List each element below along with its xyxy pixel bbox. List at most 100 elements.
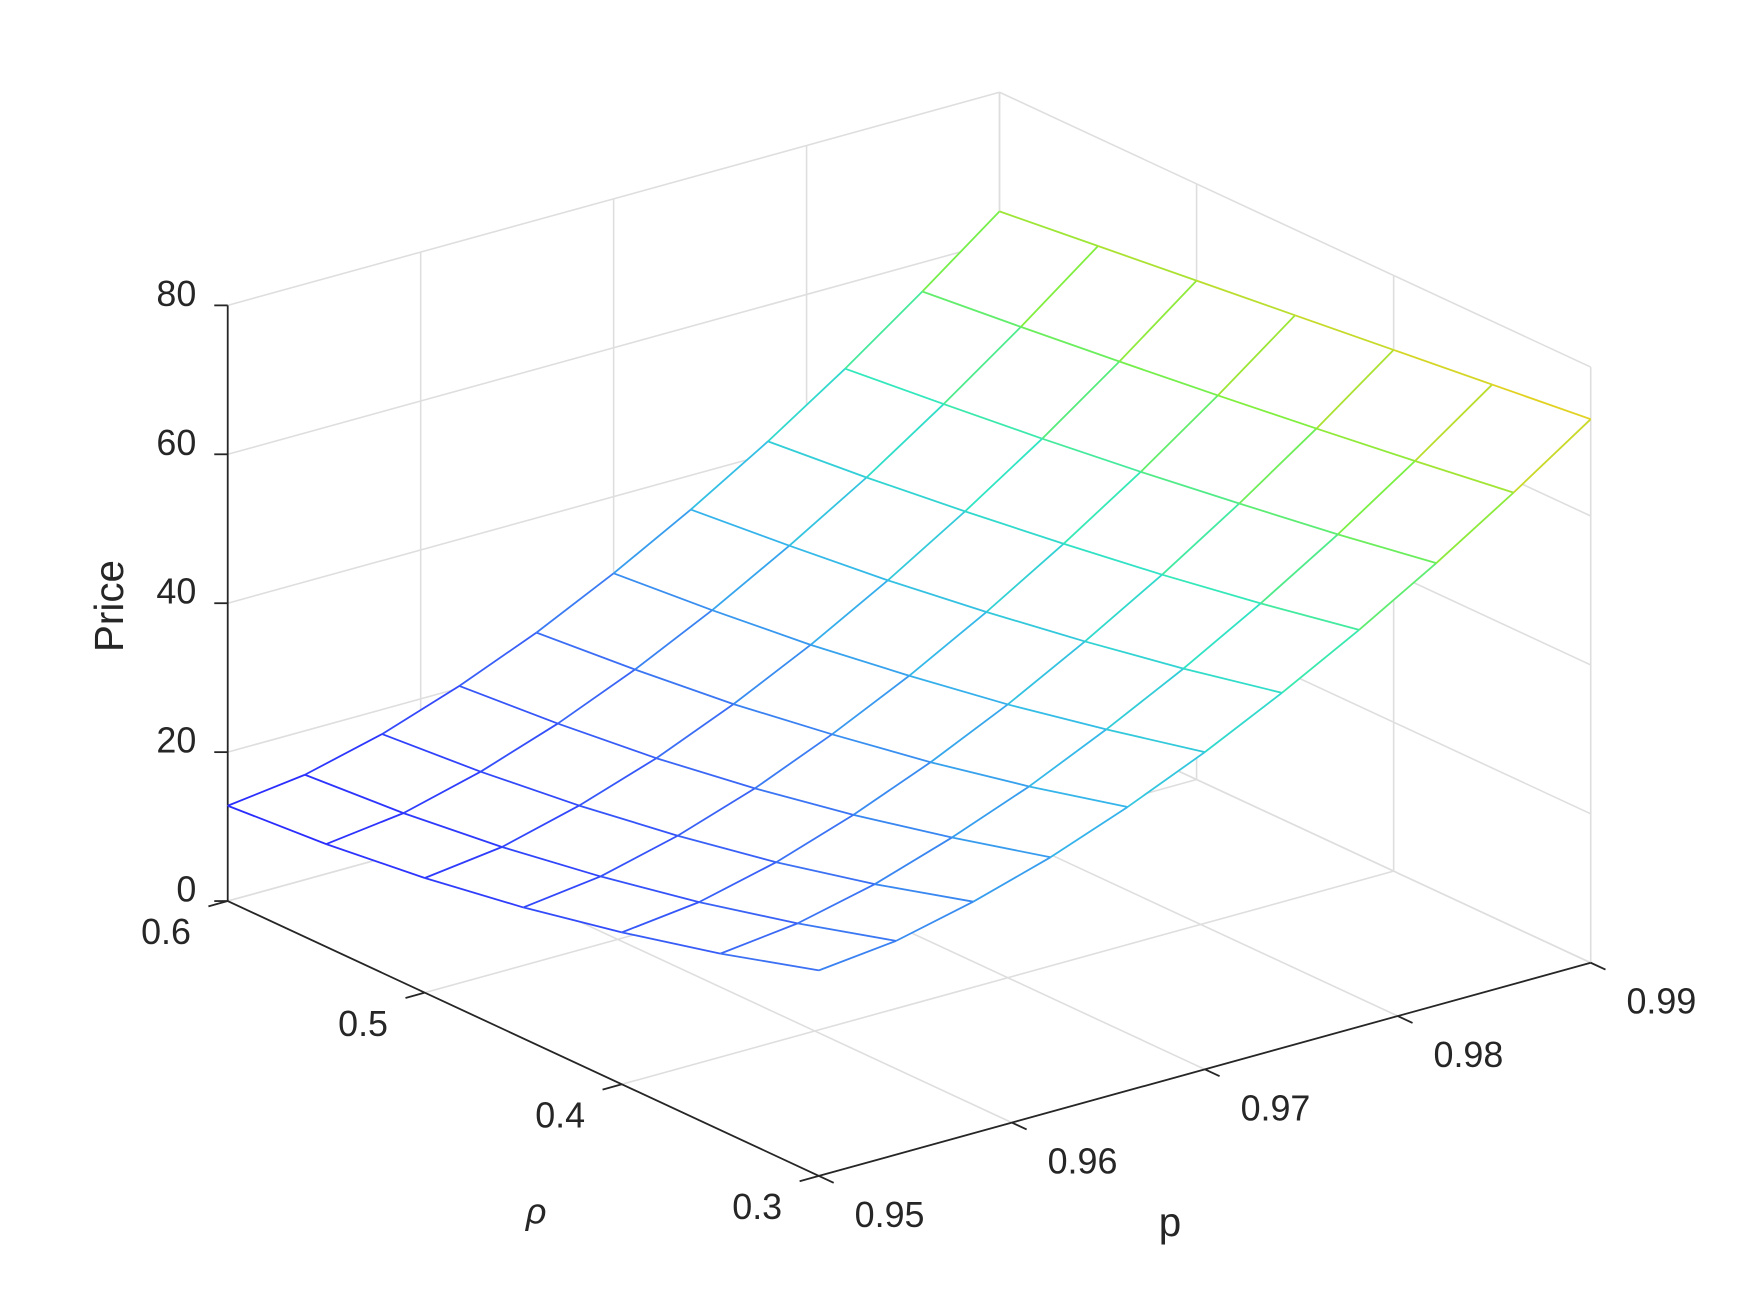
mesh-edge xyxy=(1007,640,1086,706)
x-tick xyxy=(1204,1068,1220,1078)
mesh-edge xyxy=(1020,326,1120,363)
mesh-edge xyxy=(1281,629,1360,694)
mesh-edge xyxy=(831,675,910,736)
grid-line xyxy=(999,91,1592,368)
mesh-edge xyxy=(951,785,1030,839)
mesh-edge xyxy=(1063,542,1163,576)
z-tick-label: 0 xyxy=(176,870,196,910)
mesh-edge xyxy=(908,611,987,677)
mesh-edge xyxy=(1196,279,1296,317)
grid-line xyxy=(227,240,1000,456)
mesh-edge xyxy=(930,703,1009,763)
mesh-edge xyxy=(1337,533,1437,564)
y-tick xyxy=(405,991,426,999)
mesh-edge xyxy=(754,787,854,816)
mesh-edge xyxy=(458,631,537,687)
mesh-edge xyxy=(1049,806,1129,859)
mesh-edge xyxy=(1260,533,1339,605)
grid-line xyxy=(227,91,1000,307)
mesh-edge xyxy=(775,814,854,863)
mesh-edge xyxy=(943,326,1022,405)
mesh-edge xyxy=(930,761,1030,788)
mesh-edge xyxy=(424,877,524,909)
x-tick-label: 0.99 xyxy=(1626,982,1696,1022)
mesh-edge xyxy=(887,579,987,613)
mesh-edge xyxy=(831,733,931,764)
mesh-edge xyxy=(480,722,559,773)
mesh-edge xyxy=(578,804,678,837)
x-tick-label: 0.95 xyxy=(855,1195,925,1235)
mesh-edge xyxy=(1140,394,1219,473)
mesh-edge xyxy=(1041,437,1142,473)
mesh-edge xyxy=(720,952,820,972)
mesh-edge xyxy=(690,508,790,547)
x-tick-label: 0.96 xyxy=(1048,1142,1118,1182)
mesh-edge xyxy=(874,836,953,885)
mesh-edge xyxy=(677,787,756,837)
mesh-edge xyxy=(1182,602,1262,670)
mesh-edge xyxy=(1204,692,1283,753)
mesh-edge xyxy=(1118,280,1198,363)
y-tick-label: 0.4 xyxy=(535,1095,585,1135)
mesh-edge xyxy=(943,403,1043,440)
mesh-edge xyxy=(1084,640,1184,670)
mesh-edge xyxy=(866,476,966,513)
y-tick xyxy=(208,900,228,908)
z-tick-label: 60 xyxy=(156,423,196,463)
mesh-edge xyxy=(424,846,503,879)
mesh-edge xyxy=(501,804,580,848)
z-tick-label: 80 xyxy=(156,274,196,314)
mesh-edge xyxy=(797,922,897,942)
mesh-edge xyxy=(733,703,833,736)
mesh-edge xyxy=(325,843,426,879)
x-tick-label: 0.97 xyxy=(1241,1088,1311,1128)
mesh-edge xyxy=(304,773,404,814)
mesh-edge xyxy=(844,367,944,405)
mesh-edge xyxy=(655,703,735,759)
mesh-edge xyxy=(325,812,404,845)
mesh-edge xyxy=(557,722,657,760)
mesh-edge xyxy=(698,901,798,925)
y-axis xyxy=(227,900,820,1177)
mesh-edge xyxy=(776,861,875,886)
mesh-edge xyxy=(711,609,811,646)
mesh-edge xyxy=(1084,574,1163,643)
mesh-edge xyxy=(304,733,383,776)
mesh-edge xyxy=(1119,360,1219,397)
mesh-edge xyxy=(1358,562,1437,631)
y-tick xyxy=(602,1083,623,1091)
mesh-edge xyxy=(1041,360,1121,440)
mesh-edge xyxy=(852,761,932,816)
mesh-edge xyxy=(1106,728,1206,753)
mesh-edge xyxy=(403,812,503,848)
mesh-edge xyxy=(1217,314,1296,397)
z-tick-label: 40 xyxy=(156,572,196,612)
mesh-edge xyxy=(1161,502,1240,576)
mesh-edge xyxy=(501,846,601,878)
y-tick-label: 0.5 xyxy=(338,1004,388,1044)
mesh-edge xyxy=(887,510,966,582)
mesh-edge xyxy=(1062,471,1142,545)
mesh-edge xyxy=(634,609,713,671)
mesh-edge xyxy=(480,770,580,807)
y-tick-label: 0.6 xyxy=(141,912,191,952)
z-tick-label: 20 xyxy=(156,721,196,761)
mesh-edge xyxy=(1105,667,1185,731)
mesh-edge xyxy=(844,290,923,370)
mesh-edge xyxy=(985,543,1065,613)
mesh-edge xyxy=(964,510,1064,545)
mesh-edge xyxy=(1028,785,1128,808)
mesh-edge xyxy=(1512,418,1592,494)
mesh-edge xyxy=(908,674,1008,706)
mesh-edge xyxy=(698,861,777,903)
mesh-edge xyxy=(1097,245,1197,282)
mesh-edge xyxy=(895,900,974,942)
mesh-edge xyxy=(986,611,1086,643)
mesh-edge xyxy=(999,210,1099,247)
mesh-edge xyxy=(1491,383,1592,421)
mesh-edge xyxy=(810,579,889,646)
y-axis-label: ρ xyxy=(525,1192,547,1232)
mesh-edge xyxy=(1435,491,1515,564)
